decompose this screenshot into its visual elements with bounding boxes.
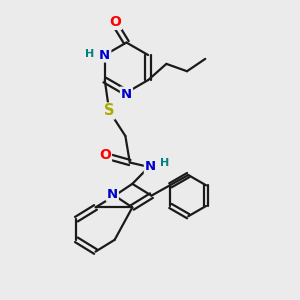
Text: N: N [99, 49, 110, 62]
Text: N: N [145, 160, 156, 173]
Text: S: S [104, 103, 114, 118]
Text: O: O [109, 15, 121, 29]
Text: H: H [85, 49, 94, 58]
Text: N: N [121, 88, 132, 100]
Text: N: N [107, 188, 118, 201]
Text: O: O [99, 148, 111, 162]
Text: H: H [160, 158, 169, 168]
